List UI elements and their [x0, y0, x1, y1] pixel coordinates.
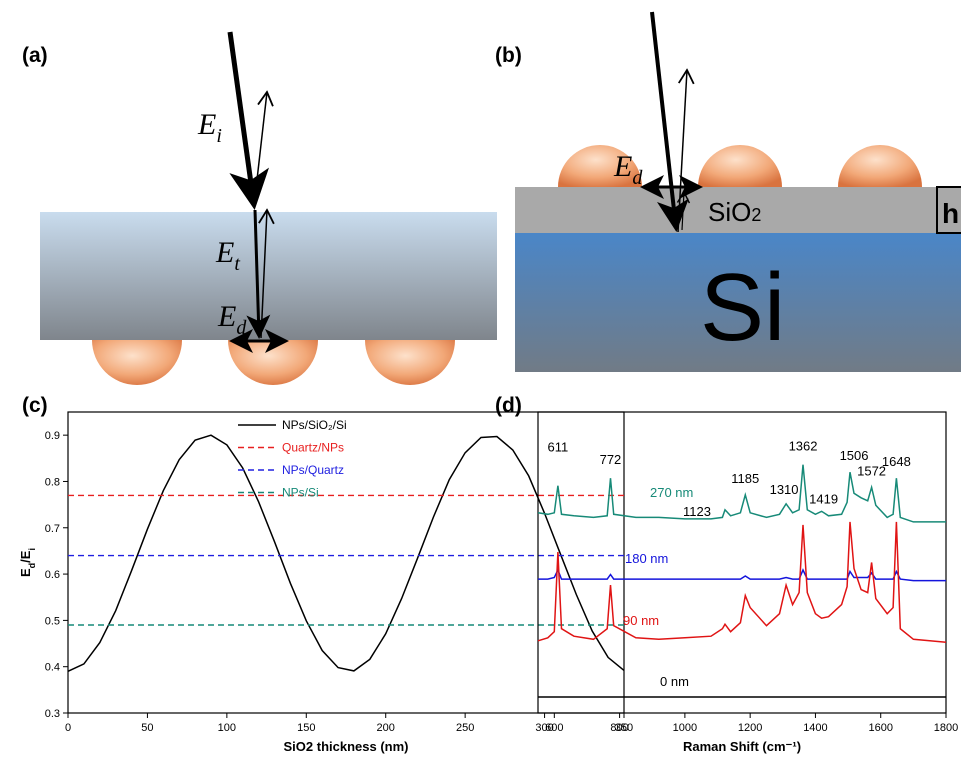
x-tick-label: 1000 [673, 722, 697, 734]
subscript: t [234, 253, 240, 275]
series-line [68, 435, 624, 671]
panel-label: (a) [22, 44, 48, 67]
peak-label: 1185 [731, 471, 759, 486]
peak-label: 1123 [683, 504, 711, 519]
series-label: 0 nm [660, 674, 689, 689]
subscript: d [632, 167, 643, 189]
symbol: E [197, 108, 216, 141]
symbol: E [215, 236, 234, 269]
peak-label: 1419 [809, 491, 838, 506]
panel-label: (b) [495, 44, 522, 67]
y-tick-label: 0.9 [45, 430, 60, 442]
y-tick-label: 0.3 [45, 708, 60, 720]
legend-label: NPs/SiO₂/Si [282, 418, 347, 432]
legend-label: NPs/Si [282, 486, 319, 500]
subscript: d [236, 317, 247, 339]
symbol: E [217, 300, 236, 333]
panel-label: (c) [22, 394, 48, 417]
x-tick-label: 150 [297, 722, 315, 734]
series-line [538, 522, 946, 642]
nanoparticle [698, 145, 782, 187]
symbol: E [613, 150, 632, 183]
layer-name: SiO [708, 197, 751, 227]
nanoparticle [838, 145, 922, 187]
y-tick-label: 0.4 [45, 662, 60, 674]
peak-label: 611 [548, 440, 569, 455]
x-tick-label: 100 [218, 722, 236, 734]
subscript: 2 [751, 205, 761, 225]
label-part: /E [18, 550, 33, 563]
slab [40, 212, 497, 340]
x-tick-label: 800 [610, 722, 628, 734]
diagram-a: (a) Ei Et Ed [22, 32, 497, 385]
figure: (a) Ei Et Ed (b) SiO2 Si h Ed (c) 0 50 100 1… [0, 0, 961, 759]
nanoparticle [365, 340, 455, 385]
x-tick-label: 1200 [738, 722, 762, 734]
x-tick-label: 600 [545, 722, 563, 734]
x-tick-label: 1400 [803, 722, 827, 734]
y-tick-label: 0.7 [45, 523, 60, 535]
peak-label: 1362 [789, 439, 818, 454]
nanoparticle [228, 340, 318, 385]
x-tick-label: 50 [141, 722, 153, 734]
series-label: 180 nm [625, 551, 668, 566]
field-label: Ei [197, 108, 222, 147]
x-axis-label: SiO2 thickness (nm) [284, 739, 409, 754]
x-tick-label: 0 [65, 722, 71, 734]
substrate-label: Si [700, 254, 785, 361]
nanoparticle [92, 340, 182, 385]
y-axis-label: Ed/Ei [18, 548, 37, 577]
peak-label: 1506 [840, 448, 869, 463]
panel-label: (d) [495, 394, 522, 417]
y-tick-label: 0.8 [45, 476, 60, 488]
peak-label: 772 [600, 452, 622, 467]
x-tick-label: 250 [456, 722, 474, 734]
label-part: E [18, 568, 33, 577]
thickness-label: h [942, 198, 959, 229]
y-tick-label: 0.5 [45, 615, 60, 627]
legend-label: Quartz/NPs [282, 441, 344, 455]
legend-label: NPs/Quartz [282, 463, 344, 477]
y-tick-label: 0.6 [45, 569, 60, 581]
reflected-arrow [254, 92, 267, 206]
subscript: i [27, 548, 37, 551]
series-line [538, 570, 946, 581]
subscript: i [216, 125, 222, 147]
x-tick-label: 1800 [934, 722, 958, 734]
x-tick-label: 1600 [868, 722, 892, 734]
peak-label: 1310 [770, 482, 799, 497]
peak-label: 1648 [882, 454, 911, 469]
x-axis-label: Raman Shift (cm⁻¹) [683, 739, 801, 754]
series-label: 270 nm [650, 485, 693, 500]
series-label: 90 nm [623, 613, 659, 628]
x-tick-label: 200 [377, 722, 395, 734]
diagram-b: (b) SiO2 Si h Ed [495, 12, 961, 372]
plot-frame [68, 412, 624, 713]
incident-arrow [230, 32, 254, 205]
